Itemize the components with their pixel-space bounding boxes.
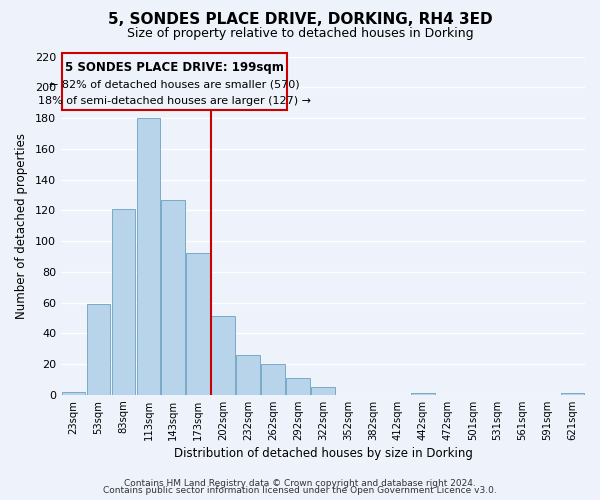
- Bar: [112, 208, 135, 395]
- Text: ← 82% of detached houses are smaller (570): ← 82% of detached houses are smaller (57…: [49, 80, 300, 90]
- Bar: [286, 378, 310, 395]
- Bar: [161, 200, 185, 395]
- Bar: [86, 304, 110, 395]
- Text: Size of property relative to detached houses in Dorking: Size of property relative to detached ho…: [127, 28, 473, 40]
- Bar: [137, 118, 160, 395]
- Bar: [187, 254, 210, 395]
- Text: Contains public sector information licensed under the Open Government Licence v3: Contains public sector information licen…: [103, 486, 497, 495]
- Bar: [311, 387, 335, 395]
- Bar: [411, 394, 434, 395]
- Text: 5, SONDES PLACE DRIVE, DORKING, RH4 3ED: 5, SONDES PLACE DRIVE, DORKING, RH4 3ED: [107, 12, 493, 28]
- Y-axis label: Number of detached properties: Number of detached properties: [15, 132, 28, 318]
- Bar: [236, 355, 260, 395]
- Bar: [62, 54, 287, 110]
- Text: Contains HM Land Registry data © Crown copyright and database right 2024.: Contains HM Land Registry data © Crown c…: [124, 478, 476, 488]
- Text: 5 SONDES PLACE DRIVE: 199sqm: 5 SONDES PLACE DRIVE: 199sqm: [65, 61, 284, 74]
- Bar: [261, 364, 285, 395]
- Bar: [560, 394, 584, 395]
- Bar: [62, 392, 85, 395]
- Text: 18% of semi-detached houses are larger (127) →: 18% of semi-detached houses are larger (…: [38, 96, 311, 106]
- Bar: [211, 316, 235, 395]
- X-axis label: Distribution of detached houses by size in Dorking: Distribution of detached houses by size …: [173, 447, 472, 460]
